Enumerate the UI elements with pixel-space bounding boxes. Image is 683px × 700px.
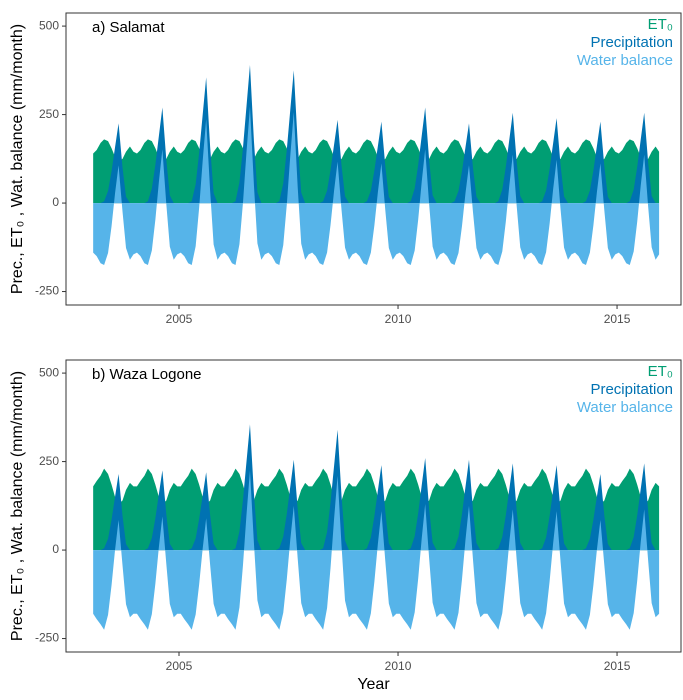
y-tick-label: -250 <box>35 631 59 645</box>
x-tick-label: 2005 <box>166 312 193 326</box>
y-tick-label: 250 <box>39 454 59 468</box>
plot-border <box>65 12 682 306</box>
y-tick-label: 500 <box>39 365 59 379</box>
x-tick-label: 2005 <box>166 659 193 673</box>
y-tick-label: 0 <box>52 542 59 556</box>
panel-title: b) Waza Logone <box>92 366 202 383</box>
plot-border <box>65 359 682 653</box>
legend-label: Precipitation <box>590 381 673 398</box>
x-tick-label: 2010 <box>385 312 412 326</box>
x-tick-label: 2010 <box>385 659 412 673</box>
panel: -250 0 250 500 2005 2010 2015 a) Salamat Prec., … <box>9 12 682 326</box>
plot <box>93 424 660 630</box>
panel: -250 0 250 500 2005 2010 2015 b) Waza Logone Pre… <box>9 359 682 693</box>
area <box>93 424 660 551</box>
x-tick-label: 2015 <box>604 312 631 326</box>
area <box>93 106 660 265</box>
area <box>93 470 660 630</box>
x-axis-title: Year <box>357 676 390 693</box>
legend-label: ET₀ <box>648 363 673 380</box>
y-axis-title: Prec., ET₀ , Wat. balance (mm/month) <box>9 371 26 641</box>
x-tick-label: 2015 <box>604 659 631 673</box>
legend-label: Water balance <box>577 52 673 69</box>
y-tick-label: -250 <box>35 284 59 298</box>
plot <box>93 65 660 265</box>
legend-label: ET₀ <box>648 16 673 33</box>
y-tick-label: 250 <box>39 107 59 121</box>
y-axis-title: Prec., ET₀ , Wat. balance (mm/month) <box>9 24 26 294</box>
y-tick-label: 0 <box>52 195 59 209</box>
y-tick-label: 500 <box>39 18 59 32</box>
legend-label: Precipitation <box>590 34 673 51</box>
panel-title: a) Salamat <box>92 19 165 36</box>
legend-label: Water balance <box>577 399 673 416</box>
